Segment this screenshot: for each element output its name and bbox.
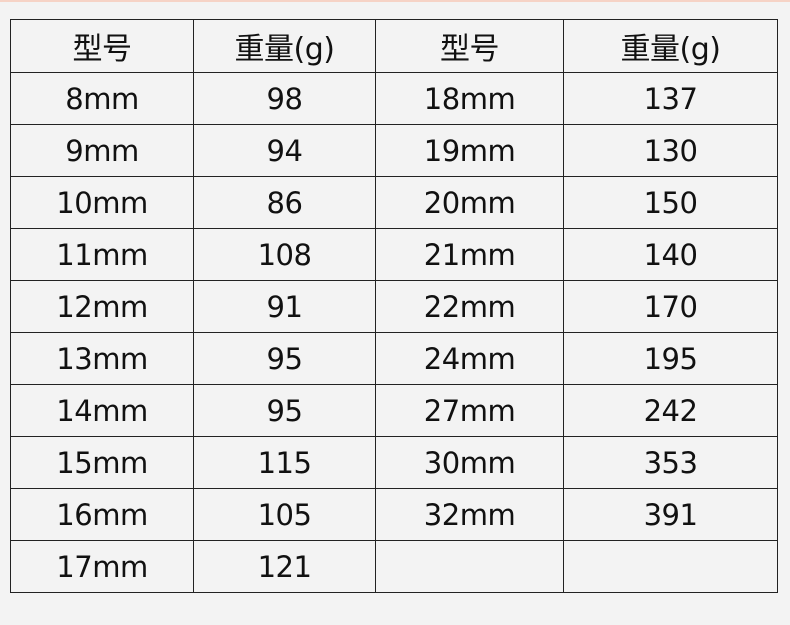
top-divider xyxy=(0,0,790,2)
table-header-row: 型号 重量(g) 型号 重量(g) xyxy=(10,19,778,73)
weight-cell: 150 xyxy=(563,176,778,229)
model-cell: 17mm xyxy=(10,540,194,593)
model-cell: 9mm xyxy=(10,124,194,177)
header-model: 型号 xyxy=(375,19,564,73)
model-cell: 14mm xyxy=(10,384,194,437)
model-cell: 13mm xyxy=(10,332,194,385)
weight-cell: 95 xyxy=(193,384,376,437)
table-row: 10mm 86 20mm 150 xyxy=(10,176,778,229)
weight-cell: 98 xyxy=(193,72,376,125)
model-cell: 21mm xyxy=(375,228,564,281)
model-cell: 18mm xyxy=(375,72,564,125)
header-weight: 重量(g) xyxy=(563,19,778,73)
weight-cell: 242 xyxy=(563,384,778,437)
table-row: 11mm 108 21mm 140 xyxy=(10,228,778,281)
model-cell: 20mm xyxy=(375,176,564,229)
size-weight-table: 型号 重量(g) 型号 重量(g) 8mm 98 18mm 137 9mm 94 19mm 1… xyxy=(10,19,778,593)
table-row: 17mm 121 xyxy=(10,540,778,593)
weight-cell: 195 xyxy=(563,332,778,385)
table-row: 8mm 98 18mm 137 xyxy=(10,72,778,125)
weight-cell: 115 xyxy=(193,436,376,489)
table-row: 16mm 105 32mm 391 xyxy=(10,488,778,541)
weight-cell: 105 xyxy=(193,488,376,541)
weight-cell xyxy=(563,540,778,593)
model-cell: 12mm xyxy=(10,280,194,333)
model-cell: 11mm xyxy=(10,228,194,281)
model-cell: 19mm xyxy=(375,124,564,177)
weight-cell: 108 xyxy=(193,228,376,281)
weight-cell: 94 xyxy=(193,124,376,177)
model-cell: 30mm xyxy=(375,436,564,489)
weight-cell: 86 xyxy=(193,176,376,229)
table-row: 14mm 95 27mm 242 xyxy=(10,384,778,437)
model-cell xyxy=(375,540,564,593)
model-cell: 27mm xyxy=(375,384,564,437)
weight-cell: 353 xyxy=(563,436,778,489)
weight-cell: 140 xyxy=(563,228,778,281)
weight-cell: 170 xyxy=(563,280,778,333)
model-cell: 8mm xyxy=(10,72,194,125)
weight-cell: 137 xyxy=(563,72,778,125)
model-cell: 15mm xyxy=(10,436,194,489)
weight-cell: 391 xyxy=(563,488,778,541)
weight-cell: 121 xyxy=(193,540,376,593)
model-cell: 10mm xyxy=(10,176,194,229)
model-cell: 16mm xyxy=(10,488,194,541)
model-cell: 22mm xyxy=(375,280,564,333)
table-row: 9mm 94 19mm 130 xyxy=(10,124,778,177)
header-model: 型号 xyxy=(10,19,194,73)
weight-cell: 95 xyxy=(193,332,376,385)
weight-cell: 91 xyxy=(193,280,376,333)
model-cell: 32mm xyxy=(375,488,564,541)
table-row: 13mm 95 24mm 195 xyxy=(10,332,778,385)
model-cell: 24mm xyxy=(375,332,564,385)
table-row: 15mm 115 30mm 353 xyxy=(10,436,778,489)
header-weight: 重量(g) xyxy=(193,19,376,73)
table-row: 12mm 91 22mm 170 xyxy=(10,280,778,333)
weight-cell: 130 xyxy=(563,124,778,177)
